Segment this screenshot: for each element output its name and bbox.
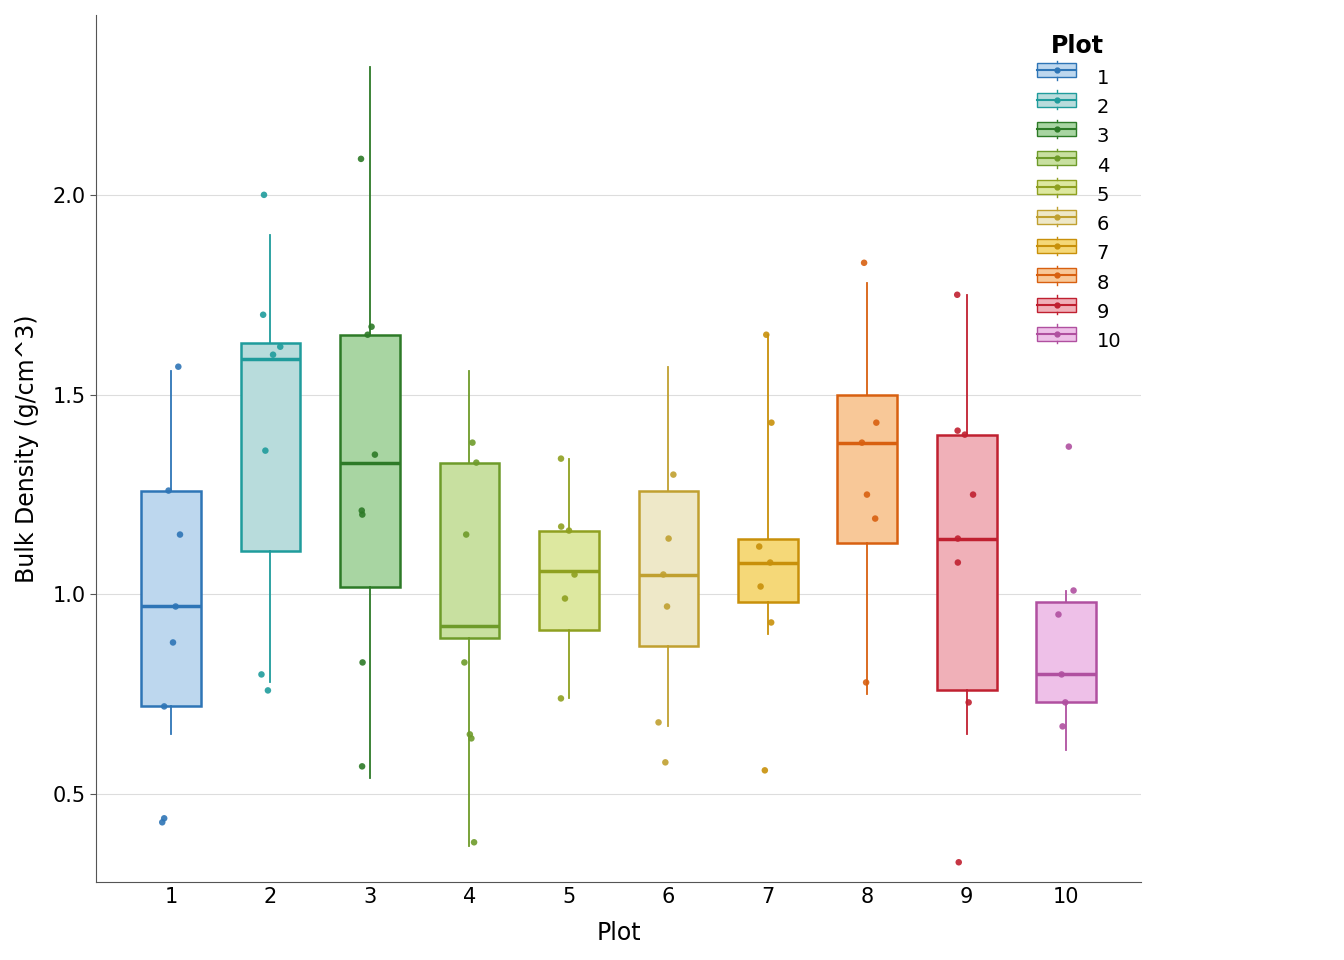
Point <box>462 435 484 450</box>
Point <box>454 655 476 670</box>
Point <box>851 435 872 450</box>
Bar <box>638 491 699 646</box>
Point <box>460 727 481 742</box>
Point <box>946 287 968 302</box>
Point <box>465 455 487 470</box>
Point <box>948 555 969 570</box>
Point <box>948 854 969 870</box>
Point <box>1052 719 1074 734</box>
Point <box>165 599 187 614</box>
Point <box>962 487 984 502</box>
Bar <box>1036 603 1097 703</box>
Point <box>948 531 969 546</box>
Point <box>253 307 274 323</box>
Bar <box>539 531 598 631</box>
Bar <box>141 491 200 707</box>
Point <box>351 758 372 774</box>
Bar <box>439 463 499 638</box>
Bar <box>738 539 798 603</box>
Point <box>554 590 575 606</box>
Point <box>864 511 886 526</box>
Point <box>364 447 386 463</box>
Point <box>257 683 278 698</box>
Point <box>866 415 887 430</box>
Point <box>351 151 372 166</box>
Point <box>551 518 573 534</box>
Point <box>253 187 274 203</box>
Point <box>358 327 379 343</box>
Point <box>168 359 190 374</box>
Bar <box>241 343 300 550</box>
Point <box>948 423 969 439</box>
Bar <box>340 335 399 587</box>
Point <box>759 555 781 570</box>
Point <box>270 339 292 354</box>
Point <box>157 483 179 498</box>
Point <box>153 810 175 826</box>
Point <box>352 655 374 670</box>
Point <box>163 635 184 650</box>
Point <box>856 487 878 502</box>
Point <box>563 566 585 582</box>
Point <box>749 539 770 554</box>
Point <box>1051 667 1073 683</box>
Y-axis label: Bulk Density (g/cm^3): Bulk Density (g/cm^3) <box>15 314 39 583</box>
Point <box>351 503 372 518</box>
Point <box>153 699 175 714</box>
Point <box>550 691 571 707</box>
Point <box>1058 439 1079 454</box>
Point <box>653 566 675 582</box>
Point <box>656 599 677 614</box>
Point <box>954 427 976 443</box>
Point <box>254 443 276 458</box>
Point <box>1048 607 1070 622</box>
Point <box>464 834 485 850</box>
Point <box>360 319 382 334</box>
Point <box>169 527 191 542</box>
Point <box>1063 583 1085 598</box>
Point <box>663 467 684 482</box>
Point <box>352 507 374 522</box>
Point <box>655 755 676 770</box>
Point <box>152 815 173 830</box>
Legend: 1, 2, 3, 4, 5, 6, 7, 8, 9, 10: 1, 2, 3, 4, 5, 6, 7, 8, 9, 10 <box>1023 25 1132 361</box>
Point <box>755 327 777 343</box>
Point <box>262 347 284 362</box>
Point <box>461 731 482 746</box>
Point <box>855 675 876 690</box>
Point <box>958 695 980 710</box>
Point <box>648 714 669 730</box>
Point <box>657 531 679 546</box>
Point <box>853 255 875 271</box>
X-axis label: Plot: Plot <box>597 921 641 945</box>
Bar <box>937 435 997 690</box>
Point <box>754 762 775 778</box>
Point <box>761 415 782 430</box>
Point <box>1055 695 1077 710</box>
Point <box>558 523 579 539</box>
Point <box>251 667 273 683</box>
Point <box>456 527 477 542</box>
Point <box>550 451 571 467</box>
Point <box>761 614 782 630</box>
Point <box>750 579 771 594</box>
Bar <box>837 395 898 542</box>
